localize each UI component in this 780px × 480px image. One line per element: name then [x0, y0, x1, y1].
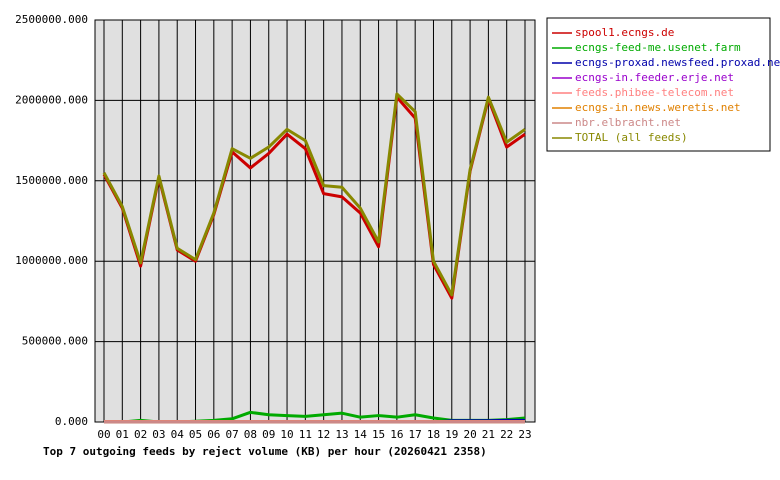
x-tick-label: 19	[445, 428, 458, 441]
x-tick-label: 14	[354, 428, 368, 441]
x-tick-label: 09	[262, 428, 275, 441]
y-tick-label: 1000000.000	[15, 254, 88, 267]
x-tick-label: 11	[299, 428, 312, 441]
legend-label: ecngs-feed-me.usenet.farm	[575, 41, 741, 54]
x-tick-label: 10	[280, 428, 293, 441]
x-tick-label: 23	[518, 428, 531, 441]
x-tick-label: 18	[427, 428, 440, 441]
legend-label: ecngs-proxad.newsfeed.proxad.net	[575, 56, 780, 69]
x-tick-label: 02	[134, 428, 147, 441]
legend-label: TOTAL (all feeds)	[575, 131, 688, 144]
x-tick-label: 15	[372, 428, 385, 441]
legend-label: ecngs-in.news.weretis.net	[575, 101, 741, 114]
x-tick-label: 00	[97, 428, 110, 441]
legend-label: ecngs-in.feeder.erje.net	[575, 71, 734, 84]
x-tick-label: 21	[482, 428, 495, 441]
x-tick-label: 16	[390, 428, 403, 441]
legend-label: spool1.ecngs.de	[575, 26, 674, 39]
x-tick-label: 01	[116, 428, 129, 441]
y-tick-label: 2500000.000	[15, 13, 88, 26]
x-tick-label: 12	[317, 428, 330, 441]
legend-label: nbr.elbracht.net	[575, 116, 681, 129]
y-tick-label: 500000.000	[22, 335, 88, 348]
y-tick-label: 1500000.000	[15, 174, 88, 187]
x-tick-label: 17	[409, 428, 422, 441]
y-tick-label: 0.000	[55, 415, 88, 428]
x-tick-label: 22	[500, 428, 513, 441]
x-tick-label: 03	[152, 428, 165, 441]
plot-area	[95, 20, 535, 422]
y-tick-label: 2000000.000	[15, 93, 88, 106]
chart-title: Top 7 outgoing feeds by reject volume (K…	[43, 445, 487, 458]
x-tick-label: 07	[226, 428, 239, 441]
x-tick-label: 08	[244, 428, 257, 441]
x-tick-label: 13	[335, 428, 348, 441]
legend-label: feeds.phibee-telecom.net	[575, 86, 734, 99]
x-tick-label: 05	[189, 428, 202, 441]
x-tick-label: 04	[171, 428, 185, 441]
legend	[546, 17, 771, 152]
series-line	[102, 92, 526, 297]
x-tick-label: 06	[207, 428, 220, 441]
x-tick-label: 20	[463, 428, 476, 441]
